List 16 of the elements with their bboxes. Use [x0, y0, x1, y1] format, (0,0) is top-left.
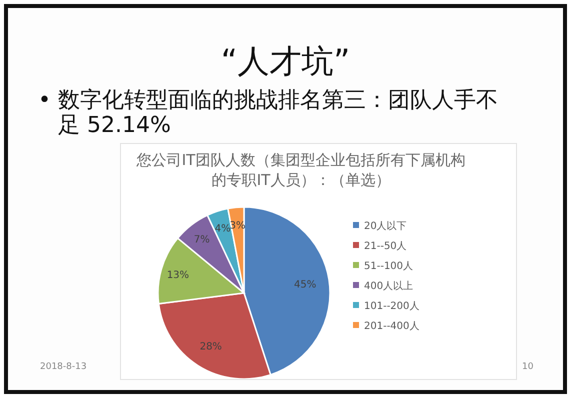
legend-label: 21--50人 [364, 241, 407, 252]
annotation: “人才坑” [220, 41, 352, 82]
data-label: 4% [214, 224, 231, 235]
legend-label: 201--400人 [364, 321, 420, 332]
data-label: 45% [294, 279, 316, 290]
data-label: 7% [194, 234, 210, 246]
annotation: 10 [522, 362, 534, 372]
annotation: • 数字化转型面临的挑战排名第三：团队人手不足 52.14% [38, 88, 499, 138]
legend-label: 20人以下 [364, 220, 407, 232]
data-label: 28% [200, 341, 222, 352]
legend-label: 400人以上 [364, 280, 414, 292]
data-label: 13% [166, 270, 190, 281]
chart-title: 您公司IT团队人数（集团型企业包括所有下属机构的专职IT人员）：（单选） [136, 150, 466, 190]
legend-label: 101--200人 [364, 301, 420, 312]
legend-label: 51--100人 [364, 261, 414, 272]
annotation: 2018-8-13 [40, 362, 87, 372]
